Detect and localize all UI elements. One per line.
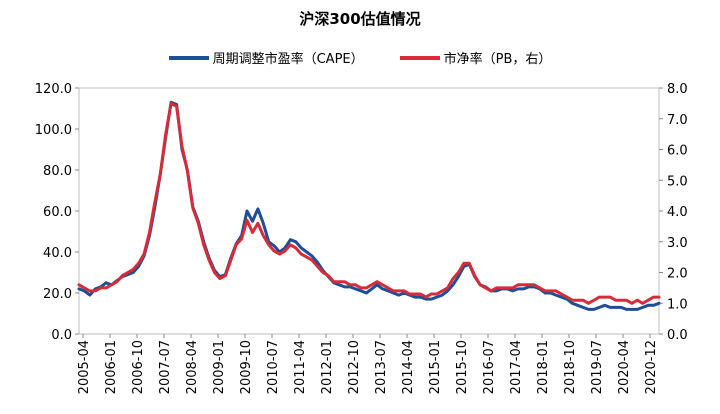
left-axis-tick-label: 0.0 xyxy=(51,328,72,343)
x-axis-tick-label: 2020-12 xyxy=(644,340,659,394)
x-axis-tick-label: 2006-10 xyxy=(131,340,146,394)
x-axis-tick-label: 2011-04 xyxy=(293,340,308,394)
legend-label-cape: 周期调整市盈率（CAPE） xyxy=(212,52,364,67)
x-axis-tick-label: 2009-10 xyxy=(239,340,254,394)
left-axis-tick-label: 120.0 xyxy=(35,82,72,97)
legend-swatch-cape xyxy=(168,55,209,60)
series-line-cape xyxy=(77,100,661,311)
x-axis-tick-label: 2008-04 xyxy=(185,340,200,394)
right-axis-tick-label: 6.0 xyxy=(667,144,688,159)
left-axis-tick-label: 60.0 xyxy=(43,205,72,220)
x-axis-tick-label: 2010-07 xyxy=(266,340,281,394)
right-axis-tick-label: 7.0 xyxy=(667,113,688,128)
x-axis-tick-label: 2018-01 xyxy=(536,340,551,394)
x-axis-tick-label: 2007-07 xyxy=(158,340,173,394)
legend-item-pb: 市净率（PB，右） xyxy=(399,48,552,67)
x-axis-tick-label: 2017-04 xyxy=(509,340,524,394)
right-axis-tick-label: 0.0 xyxy=(667,328,688,343)
legend-item-cape: 周期调整市盈率（CAPE） xyxy=(168,48,364,67)
left-axis-tick-label: 40.0 xyxy=(43,246,72,261)
x-axis-tick-label: 2012-01 xyxy=(320,340,335,394)
right-axis-tick-label: 1.0 xyxy=(667,297,688,312)
legend-label-pb: 市净率（PB，右） xyxy=(443,52,552,67)
chart-legend: 周期调整市盈率（CAPE） 市净率（PB，右） xyxy=(0,48,720,67)
x-axis-tick-label: 2015-10 xyxy=(455,340,470,394)
right-axis-tick-label: 3.0 xyxy=(667,236,688,251)
right-axis-tick-label: 4.0 xyxy=(667,205,688,220)
x-axis-tick-label: 2005-04 xyxy=(77,340,92,394)
x-axis-tick-label: 2006-01 xyxy=(104,340,119,394)
x-axis-tick-label: 2013-07 xyxy=(374,340,389,394)
x-axis-tick-label: 2020-04 xyxy=(617,340,632,394)
x-axis-tick-label: 2014-04 xyxy=(401,340,416,394)
x-axis-tick-label: 2016-07 xyxy=(482,340,497,394)
x-axis-tick-label: 2009-01 xyxy=(212,340,227,394)
x-axis-tick-label: 2018-10 xyxy=(563,340,578,394)
series-line-pb xyxy=(77,101,661,305)
left-axis-tick-label: 100.0 xyxy=(35,123,72,138)
x-axis-tick-label: 2019-07 xyxy=(590,340,605,394)
legend-swatch-pb xyxy=(399,55,440,60)
left-axis-tick-label: 20.0 xyxy=(43,287,72,302)
x-axis-tick-label: 2015-01 xyxy=(428,340,443,394)
right-axis-tick-label: 2.0 xyxy=(667,267,688,282)
x-axis-tick-label: 2012-10 xyxy=(347,340,362,394)
right-axis-tick-label: 5.0 xyxy=(667,174,688,189)
chart-title: 沪深300估值情况 xyxy=(299,10,421,28)
right-axis-tick-label: 8.0 xyxy=(667,82,688,97)
left-axis-tick-label: 80.0 xyxy=(43,164,72,179)
